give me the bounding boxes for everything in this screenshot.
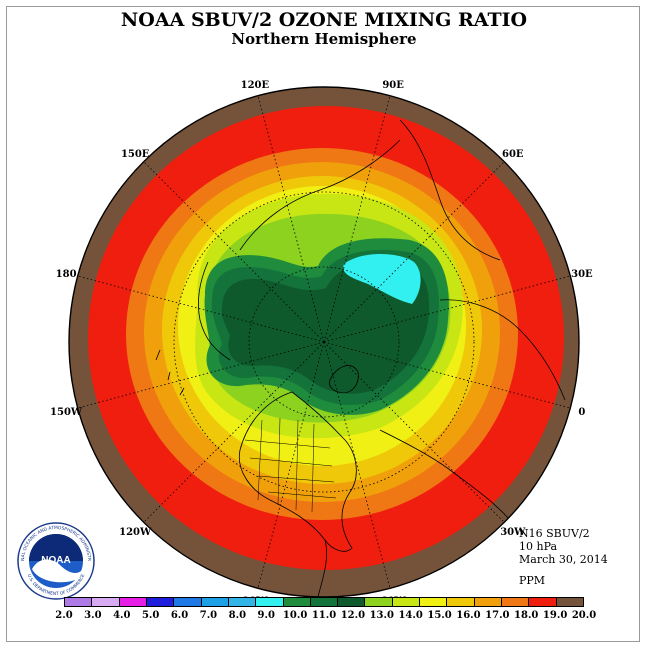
longitude-label: 120W [119,527,152,538]
date-label: March 30, 2014 [519,553,608,566]
colorbar-swatch [310,598,339,606]
colorbar-swatch [201,598,229,606]
colorbar-tick-label: 8.0 [228,610,247,621]
meridian-line [143,161,325,343]
colorbar-swatch [474,598,502,606]
colorbar-tick-label: 19.0 [542,610,568,621]
colorbar-swatch [283,598,311,606]
colorbar-tick-label: 11.0 [311,610,337,621]
colorbar-tick-label: 4.0 [113,610,131,621]
noaa-logo: NOAA NATIONAL OCEANIC AND ATMOSPHERIC AD… [16,521,95,600]
colorbar-tick-label: 2.0 [55,610,73,621]
meridian-line [323,341,505,523]
colorbar-tick-label: 9.0 [257,610,275,621]
longitude-label: 90E [382,80,404,91]
map-title: NOAA SBUV/2 OZONE MIXING RATIO [120,9,528,31]
units-label: PPM [519,574,546,587]
colorbar-swatch [146,598,175,606]
longitude-label: 30E [571,269,593,280]
colorbar-tick-label: 5.0 [141,610,160,621]
colorbar-swatch [502,598,530,606]
meridian-line [323,341,571,409]
colorbar [64,597,584,607]
longitude-label: 60E [502,149,524,160]
colorbar-swatch [556,598,583,606]
longitude-label: 150W [50,407,83,418]
meridian-line [323,161,505,343]
colorbar-swatch [92,598,120,606]
band-12-plus [221,260,430,394]
pressure-level-label: 10 hPa [519,540,558,553]
colorbar-tick-label: 10.0 [282,610,308,621]
colorbar-swatch [228,598,257,606]
colorbar-swatch [392,598,421,606]
colorbar-tick-label: 14.0 [398,610,423,621]
longitude-label: 0 [578,407,585,418]
meridian-line [143,341,325,523]
meridian-line [77,341,325,409]
longitude-label: 150E [121,149,150,160]
colorbar-swatch [420,598,448,606]
meridian-line [323,275,571,343]
meridian-line [257,341,325,589]
figure-frame [6,6,640,642]
colorbar-swatch [174,598,202,606]
colorbar-tick-label: 3.0 [84,610,102,621]
longitude-label: 180 [56,269,77,280]
colorbar-tick-label: 13.0 [369,610,394,621]
coastlines [155,119,566,597]
longitude-label: 30W [500,527,526,538]
colorbar-swatch [256,598,284,606]
instrument-label: N16 SBUV/2 [519,527,590,540]
graticule [77,95,571,589]
meridian-line [323,95,391,343]
state-lines [244,417,337,513]
colorbar-swatch [119,598,147,606]
logo-text: NOAA [41,555,70,566]
colorbar-tick-label: 18.0 [514,610,539,621]
map-subtitle: Northern Hemisphere [231,30,417,48]
meridian-line [323,341,391,589]
colorbar-tick-label: 16.0 [456,610,481,621]
colorbar-labels: 2.0 3.0 4.0 5.0 6.0 7.0 8.0 9.0 10.0 11.0 12.0 13.0… [55,610,596,624]
colorbar-tick-label: 12.0 [340,610,366,621]
colorbar-tick-label: 6.0 [170,610,189,621]
colorbar-tick-label: 15.0 [427,610,452,621]
meridian-line [77,275,325,343]
colorbar-tick-label: 7.0 [199,610,218,621]
colorbar-tick-label: 17.0 [485,610,510,621]
colorbar-swatch [447,598,475,606]
colorbar-swatch [65,598,93,606]
meridian-line [257,95,325,343]
colorbar-swatch [338,598,366,606]
colorbar-swatch [365,598,393,606]
band-9-10 [343,254,421,304]
colorbar-swatch [529,598,557,606]
colorbar-tick-label: 20.0 [571,610,597,621]
longitude-label: 120E [241,80,270,91]
